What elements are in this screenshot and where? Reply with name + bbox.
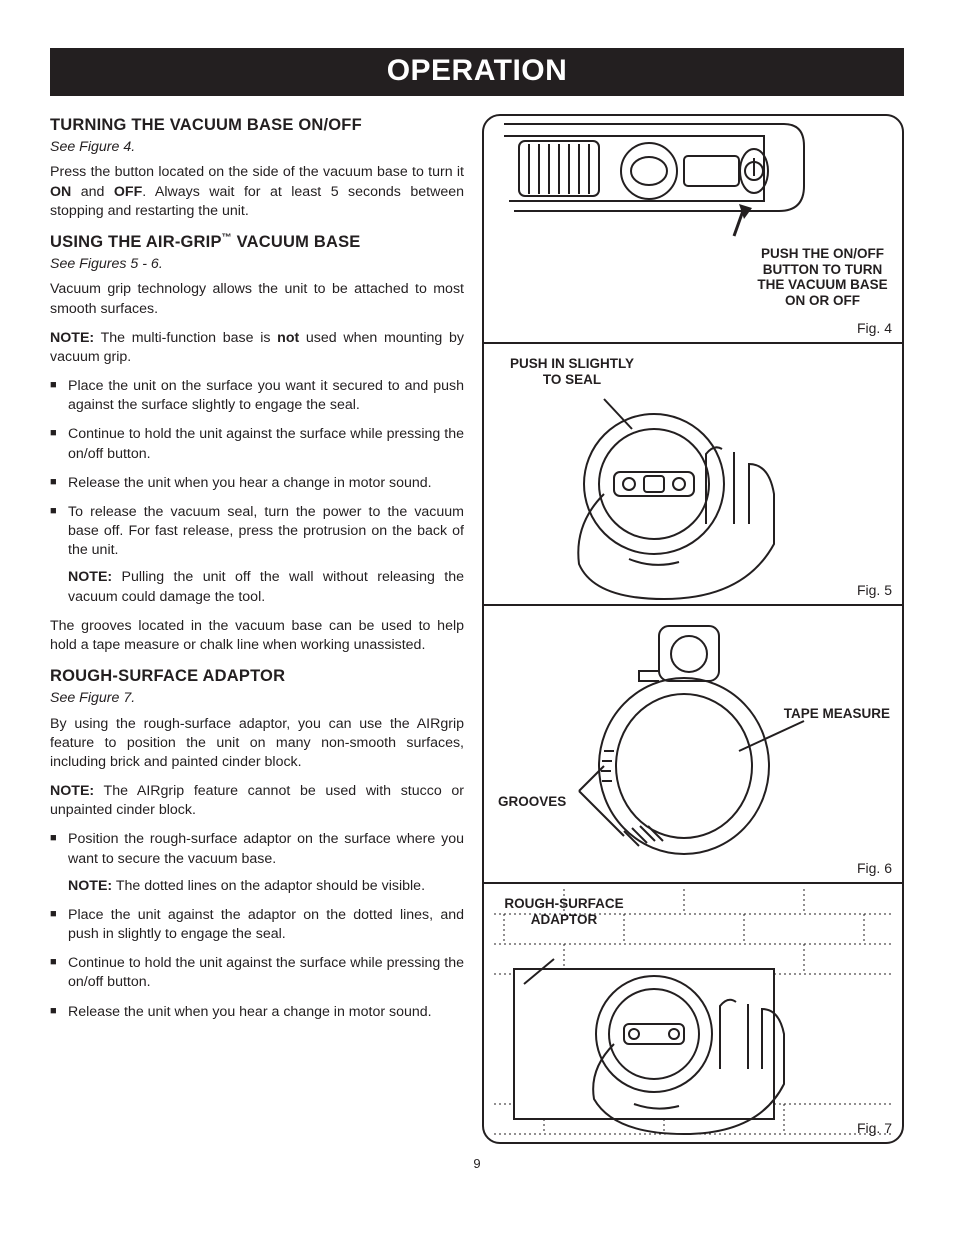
text-off: OFF <box>114 184 142 200</box>
note-label: NOTE: <box>50 783 94 799</box>
bullet-s3-1: Position the rough-surface adaptor on th… <box>50 830 464 896</box>
note-label: NOTE: <box>50 330 94 346</box>
text: USING THE AIR-GRIP <box>50 233 222 251</box>
text-column: TURNING THE VACUUM BASE ON/OFF See Figur… <box>50 114 464 1144</box>
text: Press the button located on the side of … <box>50 164 464 180</box>
section-banner: OPERATION <box>50 48 904 96</box>
note-label: NOTE: <box>68 569 112 585</box>
figure-5-caption: Fig. 5 <box>857 582 892 598</box>
note-label: NOTE: <box>68 878 112 894</box>
text: The AIRgrip feature cannot be used with … <box>50 783 464 818</box>
text-not: not <box>277 330 299 346</box>
bullet-s3-4: Release the unit when you hear a change … <box>50 1003 464 1022</box>
see-figures-5-6: See Figures 5 - 6. <box>50 255 464 274</box>
figure-5-panel: PUSH IN SLIGHTLY TO SEAL Fig. 5 <box>484 344 902 606</box>
bullet-s2-3: Release the unit when you hear a change … <box>50 474 464 493</box>
figure-5-label: PUSH IN SLIGHTLY TO SEAL <box>502 356 642 387</box>
bullet-s2-4: To release the vacuum seal, turn the pow… <box>50 503 464 607</box>
figure-6-caption: Fig. 6 <box>857 860 892 876</box>
bullet-s2-1: Place the unit on the surface you want i… <box>50 377 464 415</box>
bullet-s3-3: Continue to hold the unit against the su… <box>50 954 464 992</box>
figure-7-caption: Fig. 7 <box>857 1120 892 1136</box>
text: Position the rough-surface adaptor on th… <box>68 831 464 866</box>
text: VACUUM BASE <box>232 233 361 251</box>
see-figure-4: See Figure 4. <box>50 138 464 157</box>
see-figure-7: See Figure 7. <box>50 689 464 708</box>
para-s2-intro: Vacuum grip technology allows the unit t… <box>50 280 464 318</box>
figure-column: PUSH THE ON/OFF BUTTON TO TURN THE VACUU… <box>482 114 904 1144</box>
para-s1: Press the button located on the side of … <box>50 163 464 221</box>
figure-4-caption: Fig. 4 <box>857 320 892 336</box>
figure-6-panel: TAPE MEASURE GROOVES Fig. 6 <box>484 606 902 884</box>
figure-6-label-tape: TAPE MEASURE <box>784 706 890 722</box>
bullet-s3-2: Place the unit against the adaptor on th… <box>50 906 464 944</box>
text: The multi-function base is <box>94 330 277 346</box>
text-on: ON <box>50 184 71 200</box>
bullet-s2-2: Continue to hold the unit against the su… <box>50 425 464 463</box>
figure-6-illustration <box>484 606 902 884</box>
figure-4-illustration <box>484 116 902 344</box>
page-number: 9 <box>50 1156 904 1171</box>
text: Pulling the unit off the wall without re… <box>68 569 464 604</box>
note-s2: NOTE: The multi-function base is not use… <box>50 329 464 367</box>
figure-6-label-grooves: GROOVES <box>498 794 566 810</box>
figure-7-panel: ROUGH-SURFACE ADAPTOR Fig. 7 <box>484 884 902 1142</box>
para-s2-grooves: The grooves located in the vacuum base c… <box>50 617 464 655</box>
text: and <box>71 184 114 200</box>
heading-turning-on-off: TURNING THE VACUUM BASE ON/OFF <box>50 114 464 136</box>
para-s3-intro: By using the rough-surface adaptor, you … <box>50 715 464 773</box>
note-s3: NOTE: The AIRgrip feature cannot be used… <box>50 782 464 820</box>
heading-rough-surface: ROUGH-SURFACE ADAPTOR <box>50 665 464 687</box>
text: To release the vacuum seal, turn the pow… <box>68 504 464 558</box>
trademark: ™ <box>222 232 232 243</box>
figure-4-panel: PUSH THE ON/OFF BUTTON TO TURN THE VACUU… <box>484 116 902 344</box>
heading-air-grip: USING THE AIR-GRIP™ VACUUM BASE <box>50 231 464 253</box>
text: The dotted lines on the adaptor should b… <box>112 878 425 894</box>
figure-7-label: ROUGH-SURFACE ADAPTOR <box>504 896 624 927</box>
figure-4-label: PUSH THE ON/OFF BUTTON TO TURN THE VACUU… <box>755 246 890 308</box>
